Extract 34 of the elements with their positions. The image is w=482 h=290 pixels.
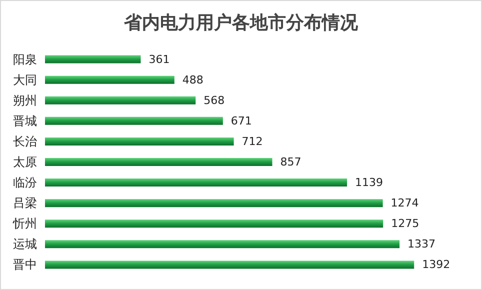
bar: [45, 116, 223, 125]
data-label: 1337: [408, 238, 436, 251]
y-tick-label: 临汾: [13, 176, 37, 190]
bar: [45, 178, 348, 187]
data-label: 361: [148, 52, 170, 66]
y-tick-label: 晋城: [13, 114, 37, 128]
bar: [45, 260, 414, 269]
bar: [45, 137, 234, 146]
bar: [45, 158, 272, 166]
bar: [45, 96, 196, 104]
y-tick-label: 太原: [13, 155, 37, 169]
data-label: 1392: [422, 258, 450, 272]
data-label: 1275: [391, 217, 420, 230]
y-tick-label: 晋中: [13, 258, 37, 272]
data-label: 568: [204, 94, 225, 107]
chart-title: 省内电力用户各地市分布情况: [123, 12, 359, 34]
data-label: 857: [280, 156, 302, 168]
bar: [45, 199, 383, 208]
bar: [45, 240, 400, 248]
y-tick-label: 吕梁: [13, 196, 37, 210]
data-label: 1274: [390, 196, 419, 210]
y-tick-label: 运城: [13, 237, 37, 252]
y-tick-label: 大同: [13, 72, 37, 87]
data-label: 1139: [355, 176, 384, 190]
y-tick-label: 阳泉: [13, 52, 37, 66]
y-tick-label: 长治: [13, 134, 37, 148]
data-label: 488: [182, 73, 204, 86]
data-label: 671: [230, 114, 252, 128]
data-label: 712: [242, 134, 263, 148]
bar: [45, 76, 174, 84]
bar: [45, 55, 141, 64]
y-tick-label: 朔州: [13, 93, 37, 108]
bar: [45, 220, 384, 228]
y-tick-label: 忻州: [12, 216, 37, 231]
